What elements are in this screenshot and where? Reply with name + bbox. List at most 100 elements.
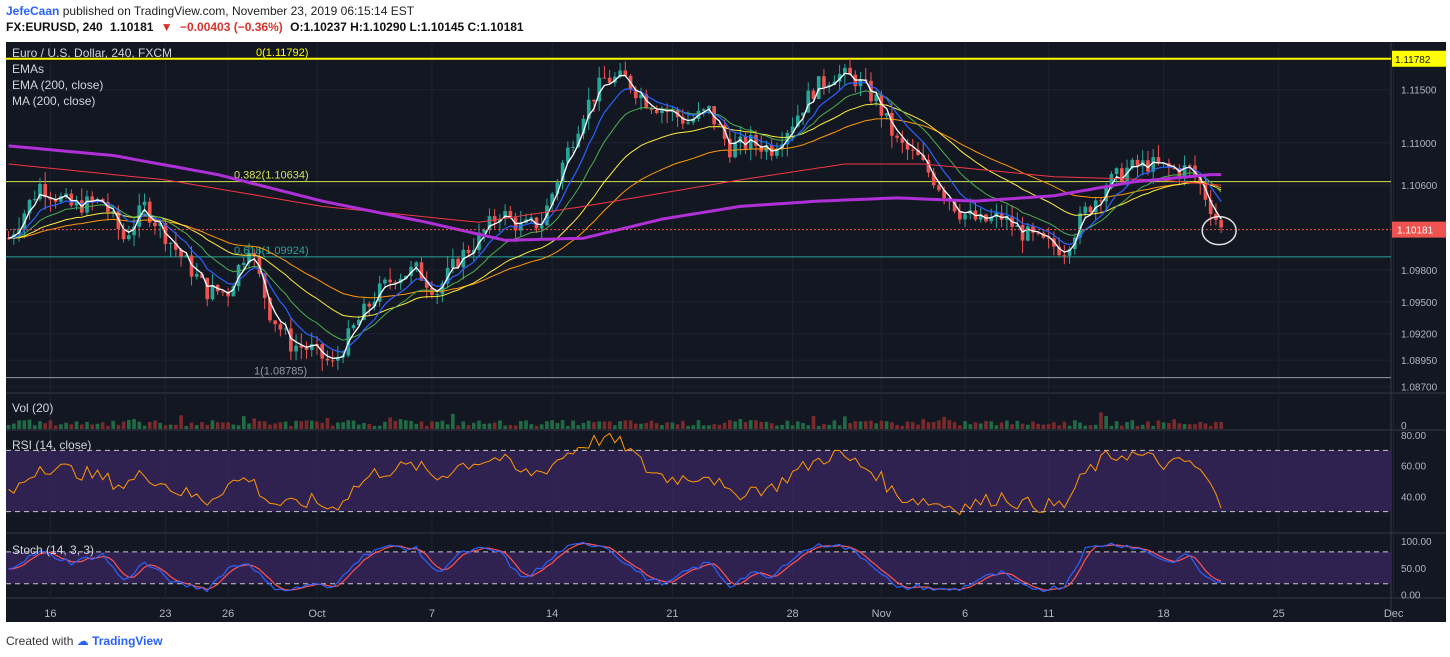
candle-body [351,324,356,329]
candle-body [623,70,628,76]
fibonacci-levels: 0(1.11792)0.382(1.10634)0.618(1.09924)1(… [6,47,1391,379]
volume-bar [372,425,377,429]
candle-body [937,185,941,191]
candle-body [383,279,387,284]
oscillator-tick-label: 100.00 [1401,537,1432,548]
volume-bar [90,424,95,429]
volume-bar [325,417,330,429]
volume-bar [231,424,236,429]
stoch-legend[interactable]: Stoch (14, 3, 3) [12,543,94,557]
candle-body [801,112,805,116]
volume-bar [461,421,466,429]
down-arrow-icon: ▼ [160,20,173,34]
volume-bar [126,420,131,429]
candle-body [811,90,816,99]
rsi-legend[interactable]: RSI (14, close) [12,438,91,452]
oscillator-tick-label: 80.00 [1401,431,1426,442]
candle-body [952,201,957,212]
volume-bar [879,420,884,429]
volume-bar [686,425,690,429]
volume-bar [644,422,649,429]
volume-bar [1036,423,1041,429]
volume-bar [53,425,58,429]
candle-body [74,200,79,206]
candle-body [1062,255,1067,257]
author-link[interactable]: JefeCaan [6,4,60,18]
volume-bar [351,420,356,429]
tradingview-brand[interactable]: TradingView [92,634,163,648]
price-tick-label: 1.08700 [1401,383,1438,394]
volume-bar [1203,423,1208,429]
fib-label: 1(1.08785) [254,366,307,378]
candle-body [252,252,257,257]
volume-bar [147,421,152,429]
volume-bar [1031,421,1035,429]
volume-bar [1140,424,1145,429]
volume-bar [602,421,607,429]
candle-body [1015,225,1020,227]
volume-bar [931,422,936,429]
volume-bar [383,421,387,429]
volume-bar [1219,421,1223,429]
candle-body [754,135,758,146]
legend-emas[interactable]: EMAs [12,62,44,76]
candle-body [999,212,1004,220]
volume-bar [968,424,973,429]
candle-body [278,324,283,330]
volume-bar [492,422,497,429]
time-tick-label: Dec [1384,608,1404,620]
vol-legend[interactable]: Vol (20) [12,401,53,415]
volume-bar [952,422,957,429]
candle-body [294,345,298,352]
volume-bar [451,413,455,429]
candle-body [879,94,884,116]
volume-bar [994,425,999,429]
volume-bar [184,425,189,429]
chart-svg[interactable]: 0(1.11792)0.382(1.10634)0.618(1.09924)1(… [6,42,1446,622]
volume-bar [811,415,816,429]
volume-bar [189,422,194,429]
volume-bar [586,420,591,429]
volume-bar [890,422,894,429]
volume-bar [1005,420,1009,429]
volume-bar [132,419,136,429]
candle-body [424,280,429,288]
last-price: 1.10181 [110,20,154,34]
volume-bar [456,425,460,429]
volume-bar [1214,421,1218,429]
candle-body [273,320,277,325]
candle-body [503,211,507,219]
volume-bar [822,423,826,429]
volume-bar [618,421,622,429]
candle-body [722,125,727,139]
volume-bar [409,420,413,429]
volume-bar [675,424,680,429]
volume-bar [539,424,544,429]
volume-bar [1020,423,1025,429]
candle-body [1083,206,1088,214]
candle-body [701,109,706,111]
candle-body [900,137,905,143]
candle-body [1208,199,1213,215]
chart-area[interactable]: 0(1.11792) 0.382(1.10634) 0.618(1.09924) 1(… [6,42,1446,622]
candle-body [200,274,204,278]
volume-bar [268,424,272,429]
volume-bar [937,420,941,429]
candle-body [707,106,711,110]
created-with-text: Created with [6,634,74,648]
time-tick-label: 21 [666,608,678,620]
volume-bar [79,424,84,429]
candle-body [492,216,497,222]
volume-bar [801,423,805,429]
volume-bar [1078,422,1082,429]
time-tick-label: 25 [1273,608,1285,620]
legend-ma200[interactable]: MA (200, close) [12,94,95,108]
candle-body [59,196,63,202]
candle-body [1036,232,1041,234]
candle-body [445,267,450,284]
candle-body [712,106,717,125]
candle-body [1203,183,1208,200]
legend-ema200[interactable]: EMA (200, close) [12,78,103,92]
volume-bar [377,425,382,429]
candle-body [482,229,487,233]
